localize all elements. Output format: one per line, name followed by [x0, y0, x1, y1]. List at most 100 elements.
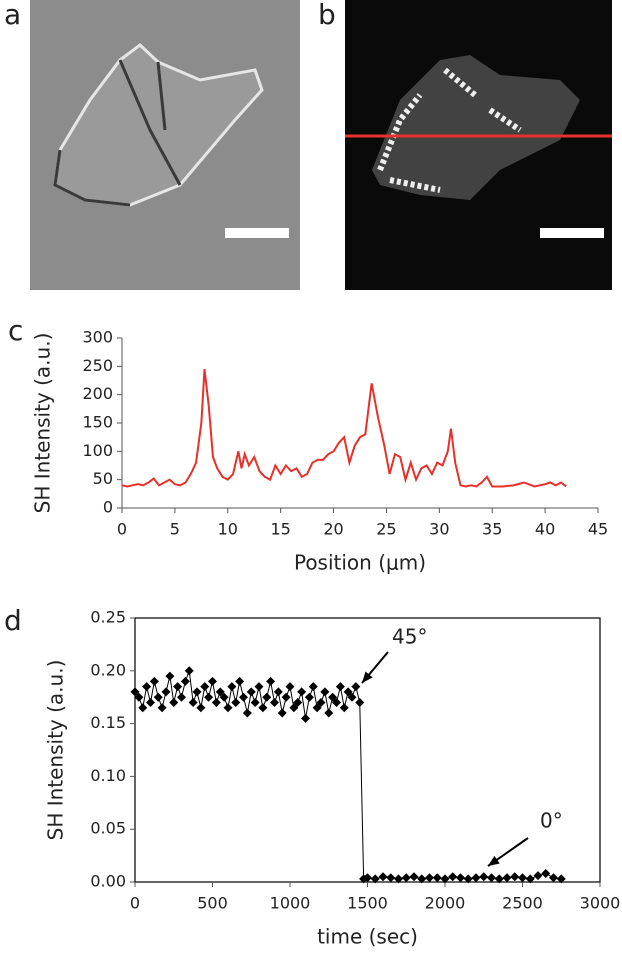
data-point: [258, 703, 268, 713]
y-tick-label: 0.20: [90, 660, 126, 679]
data-point: [196, 703, 206, 713]
data-point: [270, 697, 279, 707]
data-point: [149, 676, 159, 686]
data-point: [130, 687, 140, 697]
x-axis-title: Position (μm): [294, 551, 426, 575]
data-point: [301, 713, 310, 723]
data-point: [328, 692, 338, 702]
data-point: [219, 692, 229, 702]
data-point: [324, 708, 334, 718]
data-point: [417, 874, 427, 884]
data-point: [370, 874, 380, 884]
data-point: [448, 872, 458, 882]
x-tick-label: 35: [482, 520, 502, 539]
y-tick-label: 150: [82, 413, 113, 432]
x-tick-label: 25: [376, 520, 396, 539]
data-point: [316, 697, 326, 707]
data-line: [121, 369, 567, 488]
data-point: [463, 874, 473, 884]
data-point: [347, 692, 357, 702]
x-tick-label: 45: [588, 520, 608, 539]
data-point: [142, 682, 152, 692]
data-point: [386, 873, 396, 883]
crystal-edges: [53, 59, 182, 207]
x-tick-label: 3000: [580, 894, 621, 913]
y-tick-label: 100: [82, 441, 113, 460]
data-point: [266, 676, 276, 686]
data-point: [297, 687, 307, 697]
x-tick-label: 1000: [270, 894, 311, 913]
data-point: [343, 687, 353, 697]
data-point: [227, 682, 237, 692]
data-point: [351, 682, 361, 692]
data-point: [231, 697, 241, 707]
data-point: [335, 682, 345, 692]
data-point: [134, 692, 144, 702]
x-tick-label: 1500: [347, 894, 388, 913]
scale-bar: [540, 228, 604, 238]
data-point: [173, 682, 183, 692]
data-point: [510, 872, 520, 882]
x-tick-label: 500: [197, 894, 228, 913]
data-point: [200, 682, 210, 692]
data-point: [165, 671, 175, 681]
data-point: [409, 872, 419, 882]
data-point: [285, 682, 295, 692]
annotation: 0°: [540, 809, 563, 833]
data-point: [502, 873, 512, 883]
data-line: [134, 670, 562, 880]
data-point: [401, 873, 411, 883]
x-tick-label: 0: [130, 894, 140, 913]
x-tick-label: 30: [429, 520, 449, 539]
data-point: [277, 708, 287, 718]
x-tick-label: 10: [218, 520, 238, 539]
data-point: [246, 687, 256, 697]
x-tick-label: 15: [270, 520, 290, 539]
x-axis-title: time (sec): [317, 925, 418, 949]
data-point: [556, 874, 566, 884]
data-point: [289, 703, 299, 713]
data-point: [525, 874, 535, 884]
scale-bar: [225, 228, 289, 238]
data-point: [425, 873, 434, 883]
y-tick-label: 0.15: [90, 713, 126, 732]
data-point: [355, 697, 365, 707]
panel-label: a: [4, 0, 21, 31]
x-tick-label: 20: [323, 520, 343, 539]
data-point: [204, 692, 214, 702]
data-point: [169, 697, 179, 707]
data-point: [188, 697, 198, 707]
y-tick-label: 250: [82, 356, 113, 375]
data-point: [138, 703, 148, 713]
data-point: [211, 697, 221, 707]
arrow-head: [362, 671, 373, 683]
data-point: [146, 697, 155, 707]
x-tick-label: 40: [535, 520, 555, 539]
data-point: [273, 687, 283, 697]
data-point: [440, 874, 450, 884]
y-tick-label: 300: [82, 328, 113, 347]
data-point: [153, 692, 163, 702]
data-point: [184, 666, 194, 676]
data-point: [157, 703, 167, 713]
data-point: [339, 703, 349, 713]
y-tick-label: 0.00: [90, 872, 126, 891]
data-point: [239, 692, 248, 702]
x-tick-label: 0: [117, 520, 127, 539]
data-point: [456, 873, 465, 883]
annotation: 45°: [392, 625, 427, 649]
panel-label: d: [4, 604, 22, 637]
y-tick-label: 0: [103, 498, 113, 517]
panel-label: b: [318, 0, 336, 31]
y-tick-label: 0.05: [90, 819, 126, 838]
data-point: [533, 871, 543, 881]
y-tick-label: 0.10: [90, 766, 126, 785]
crystal-b: [372, 55, 580, 200]
data-point: [487, 873, 496, 883]
data-point: [378, 872, 388, 882]
data-point: [223, 703, 233, 713]
data-point: [363, 873, 372, 883]
y-axis-title: SH Intensity (a.u.): [31, 333, 55, 514]
data-point: [549, 873, 558, 883]
data-point: [235, 676, 245, 686]
